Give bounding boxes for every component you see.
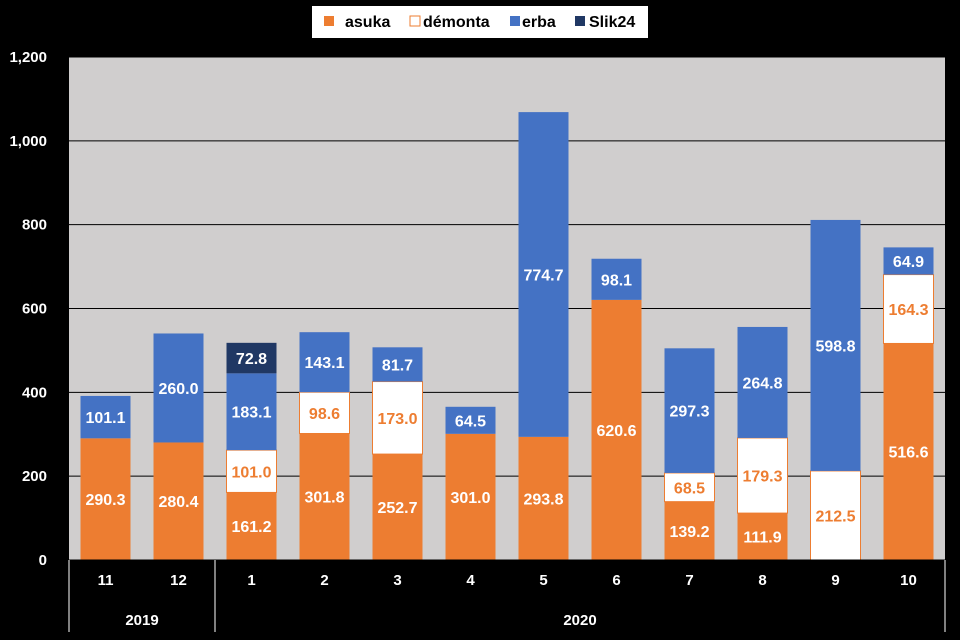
bar-segment-démonta <box>810 470 861 561</box>
data-label: 598.8 <box>815 338 855 355</box>
y-tick-label: 1,200 <box>9 49 47 66</box>
data-label: 516.6 <box>888 445 928 462</box>
bar-segment-erba <box>591 258 642 300</box>
legend-label: démonta <box>423 14 490 31</box>
data-label: 620.6 <box>596 423 636 440</box>
legend-swatch-Slik24 <box>575 16 585 26</box>
bar-segment-asuka <box>299 433 350 560</box>
data-label: 183.1 <box>231 405 271 422</box>
bar-segment-démonta <box>737 437 788 514</box>
bar-segment-erba <box>810 219 861 471</box>
x-tick-label: 11 <box>98 572 114 589</box>
data-label: 297.3 <box>669 404 709 421</box>
bar-segment-erba <box>664 348 715 473</box>
legend-swatch-asuka <box>324 16 334 26</box>
data-label: 98.1 <box>601 272 632 289</box>
bar-segment-asuka <box>518 436 569 560</box>
x-tick-label: 2 <box>320 572 328 589</box>
x-tick-label: 3 <box>393 572 401 589</box>
bar-segment-démonta <box>226 449 277 493</box>
bar-segment-asuka <box>591 299 642 560</box>
bar-segment-erba <box>372 347 423 382</box>
bar-segment-démonta <box>372 381 423 455</box>
data-label: 774.7 <box>523 267 563 284</box>
legend-label: Slik24 <box>589 14 635 31</box>
x-tick-label: 12 <box>170 572 187 589</box>
bar-segment-asuka <box>664 501 715 560</box>
data-label: 260.0 <box>158 381 198 398</box>
bar-segment-asuka <box>737 513 788 560</box>
data-label: 81.7 <box>382 357 413 374</box>
data-label: 264.8 <box>742 375 782 392</box>
data-label: 101.0 <box>231 464 271 481</box>
bar-segment-asuka <box>80 438 131 560</box>
bar-segment-Slik24 <box>226 342 277 374</box>
data-label: 173.0 <box>377 411 417 428</box>
data-label: 212.5 <box>815 508 855 525</box>
data-label: 101.1 <box>85 410 125 427</box>
y-tick-label: 600 <box>22 301 47 318</box>
bar-segment-asuka <box>445 433 496 560</box>
bar-segment-erba <box>226 373 277 451</box>
x-tick-label: 7 <box>685 572 693 589</box>
bar-segment-erba <box>80 395 131 439</box>
legend-swatch-erba <box>510 16 520 26</box>
legend-label: erba <box>522 14 556 31</box>
data-label: 280.4 <box>158 494 198 511</box>
bar-segment-asuka <box>153 442 204 560</box>
bar-segment-asuka <box>372 454 423 560</box>
y-tick-label: 200 <box>22 468 47 485</box>
data-label: 290.3 <box>85 492 125 509</box>
data-label: 98.6 <box>309 406 340 423</box>
x-tick-label: 1 <box>247 572 255 589</box>
data-label: 164.3 <box>888 302 928 319</box>
bar-segment-démonta <box>883 274 934 344</box>
y-tick-label: 800 <box>22 217 47 234</box>
legend-label: asuka <box>345 14 390 31</box>
bar-segment-erba <box>518 112 569 437</box>
data-label: 301.8 <box>304 490 344 507</box>
bar-segment-erba <box>883 247 934 275</box>
data-label: 64.5 <box>455 413 486 430</box>
y-tick-label: 0 <box>39 552 47 569</box>
x-tick-label: 10 <box>900 572 917 589</box>
legend-swatch-démonta <box>409 15 421 27</box>
data-label: 252.7 <box>377 500 417 517</box>
data-label: 161.2 <box>231 519 271 536</box>
data-label: 301.0 <box>450 490 490 507</box>
x-tick-label: 8 <box>758 572 766 589</box>
bar-segment-asuka <box>883 343 934 560</box>
data-label: 72.8 <box>236 351 267 368</box>
bar-segment-erba <box>737 326 788 438</box>
bar-segment-asuka <box>226 492 277 560</box>
data-label: 64.9 <box>893 254 924 271</box>
y-tick-label: 1,000 <box>9 133 47 150</box>
data-label: 179.3 <box>742 469 782 486</box>
data-label: 293.8 <box>523 491 563 508</box>
x-tick-label: 4 <box>466 572 475 589</box>
bar-segment-erba <box>299 332 350 393</box>
data-label: 143.1 <box>304 355 344 372</box>
bar-segment-erba <box>153 333 204 443</box>
data-label: 139.2 <box>669 524 709 541</box>
y-tick-label: 400 <box>22 384 47 401</box>
year-label: 2020 <box>563 612 596 629</box>
x-tick-label: 5 <box>539 572 547 589</box>
x-tick-label: 9 <box>831 572 839 589</box>
bar-segment-démonta <box>299 391 350 434</box>
data-label: 68.5 <box>674 480 705 497</box>
data-label: 111.9 <box>743 530 781 547</box>
legend-box <box>312 6 648 38</box>
year-label: 2019 <box>125 612 158 629</box>
x-tick-label: 6 <box>612 572 620 589</box>
bar-segment-démonta <box>664 472 715 503</box>
bar-segment-erba <box>445 406 496 434</box>
